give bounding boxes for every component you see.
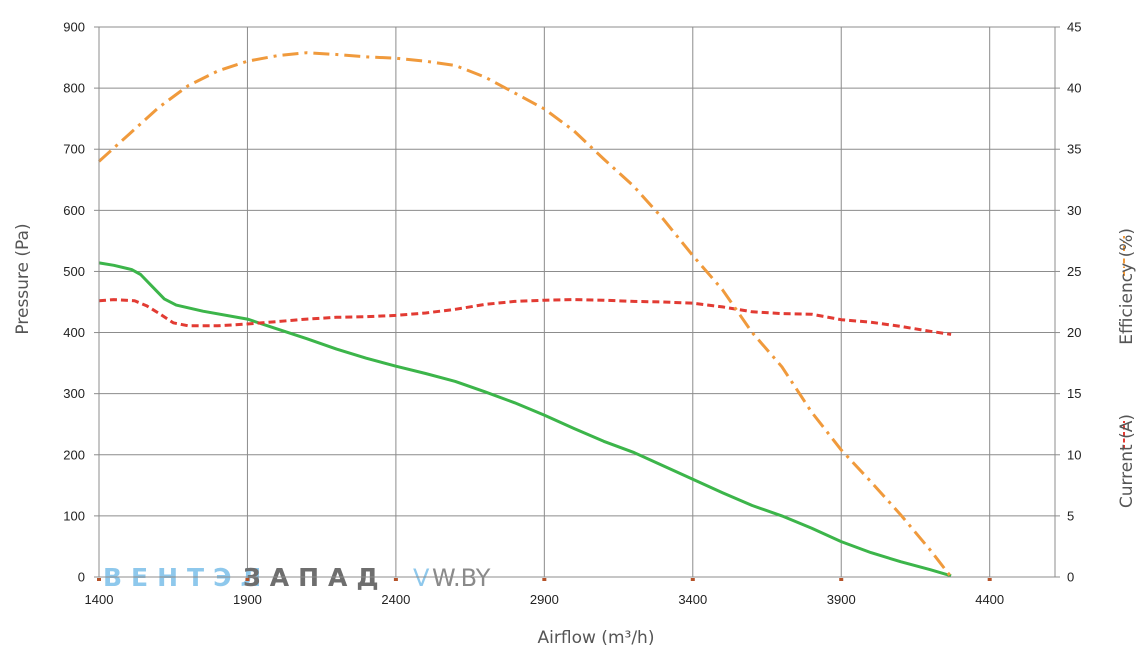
y2-tick-label: 30: [1067, 203, 1081, 218]
watermark-site-gray: W.BY: [432, 564, 491, 592]
legend-current-label: Current (A): [1117, 414, 1137, 508]
watermark-site-blue: V: [413, 564, 430, 592]
x-tick-label: 1400: [85, 592, 114, 607]
x-tick-mark: [97, 578, 101, 581]
x-tick-label: 1900: [233, 592, 262, 607]
x-tick-mark: [245, 578, 250, 581]
x-tick-mark: [839, 578, 844, 581]
x-tick-label: 2400: [381, 592, 410, 607]
y-tick-label: 900: [63, 20, 85, 35]
y-tick-label: 600: [63, 203, 85, 218]
x-tick-label: 2900: [530, 592, 559, 607]
y-tick-label: 100: [63, 508, 85, 523]
y2-tick-label: 5: [1067, 508, 1074, 523]
y-tick-label: 800: [63, 81, 85, 96]
y2-tick-label: 40: [1067, 81, 1081, 96]
y2-tick-label: 15: [1067, 386, 1081, 401]
y-tick-label: 400: [63, 325, 85, 340]
tick-labels: 0 100 200 300 400 500 600 700 800 900 0 5 10 15 20 25 30…: [63, 20, 1081, 608]
y-axis-label: Pressure (Pa): [13, 223, 33, 334]
y2-tick-label: 25: [1067, 264, 1081, 279]
series-layer: [97, 51, 953, 578]
legend-efficiency-label: Efficiency (%): [1117, 228, 1137, 345]
x-tick-mark: [987, 578, 992, 581]
y2-tick-label: 20: [1067, 325, 1081, 340]
y-tick-label: 200: [63, 447, 85, 462]
series-line-efficiency: [97, 51, 953, 578]
x-tick-label: 3400: [678, 592, 707, 607]
x-tick-mark: [690, 578, 695, 581]
grid: [98, 26, 1055, 578]
y2-tick-label: 45: [1067, 20, 1081, 35]
x-tick-label: 3900: [827, 592, 856, 607]
series-line-current: [98, 298, 952, 336]
y2-tick-label: 35: [1067, 142, 1081, 157]
x-tick-label: 4400: [975, 592, 1004, 607]
y-tick-label: 300: [63, 386, 85, 401]
plot-area-border: [98, 26, 1056, 578]
axes: [94, 26, 1060, 581]
series-line-pressure: [98, 261, 952, 578]
y-tick-label: 700: [63, 142, 85, 157]
x-tick-mark: [393, 578, 398, 581]
legend-current: Current (A): [1117, 414, 1137, 508]
y-tick-label: 0: [78, 570, 85, 585]
x-axis-label: Airflow (m³/h): [538, 628, 655, 648]
y2-tick-label: 0: [1067, 570, 1074, 585]
legend-efficiency: Efficiency (%): [1117, 228, 1137, 345]
x-tick-mark: [542, 578, 547, 581]
y-tick-label: 500: [63, 264, 85, 279]
y2-tick-label: 10: [1067, 447, 1081, 462]
